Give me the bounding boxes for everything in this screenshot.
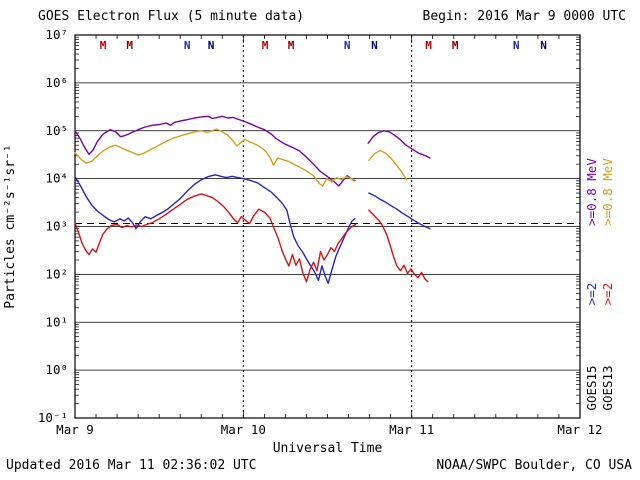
svg-text:M: M [262,39,269,52]
svg-text:N: N [208,39,215,52]
svg-text:GOES15: GOES15 [584,365,599,410]
svg-text:Particles cm⁻²s⁻¹sr⁻¹: Particles cm⁻²s⁻¹sr⁻¹ [3,144,18,308]
svg-text:>=2: >=2 [600,283,615,306]
svg-text:10⁻¹: 10⁻¹ [38,410,68,425]
svg-text:10⁶: 10⁶ [45,75,68,90]
svg-text:Mar 12: Mar 12 [557,422,602,437]
svg-text:10⁰: 10⁰ [45,362,68,377]
svg-text:>=0.8 MeV: >=0.8 MeV [584,158,599,226]
svg-text:10⁷: 10⁷ [45,27,68,42]
svg-text:N: N [540,39,547,52]
svg-text:10²: 10² [45,266,68,281]
data-source-label: NOAA/SWPC Boulder, CO USA [436,458,632,473]
svg-text:N: N [371,39,378,52]
svg-text:10⁵: 10⁵ [45,123,68,138]
svg-text:10³: 10³ [45,219,68,234]
svg-text:Mar 10: Mar 10 [221,422,266,437]
updated-timestamp: Updated 2016 Mar 11 02:36:02 UTC [6,458,257,473]
svg-text:M: M [452,39,459,52]
svg-text:GOES13: GOES13 [600,365,615,410]
svg-text:M: M [288,39,295,52]
svg-text:N: N [344,39,351,52]
svg-text:>=2: >=2 [584,283,599,306]
svg-text:M: M [100,39,107,52]
svg-text:M: M [425,39,432,52]
chart-title: GOES Electron Flux (5 minute data) [38,9,305,24]
svg-text:10⁴: 10⁴ [45,171,68,186]
svg-text:Mar 11: Mar 11 [389,422,434,437]
svg-text:Mar 9: Mar 9 [56,422,94,437]
svg-text:N: N [184,39,191,52]
svg-text:Universal Time: Universal Time [273,441,383,456]
svg-text:M: M [126,39,133,52]
begin-timestamp: Begin: 2016 Mar 9 0000 UTC [422,9,627,24]
svg-text:>=0.8 MeV: >=0.8 MeV [600,158,615,226]
svg-text:10¹: 10¹ [45,314,68,329]
svg-text:N: N [513,39,520,52]
